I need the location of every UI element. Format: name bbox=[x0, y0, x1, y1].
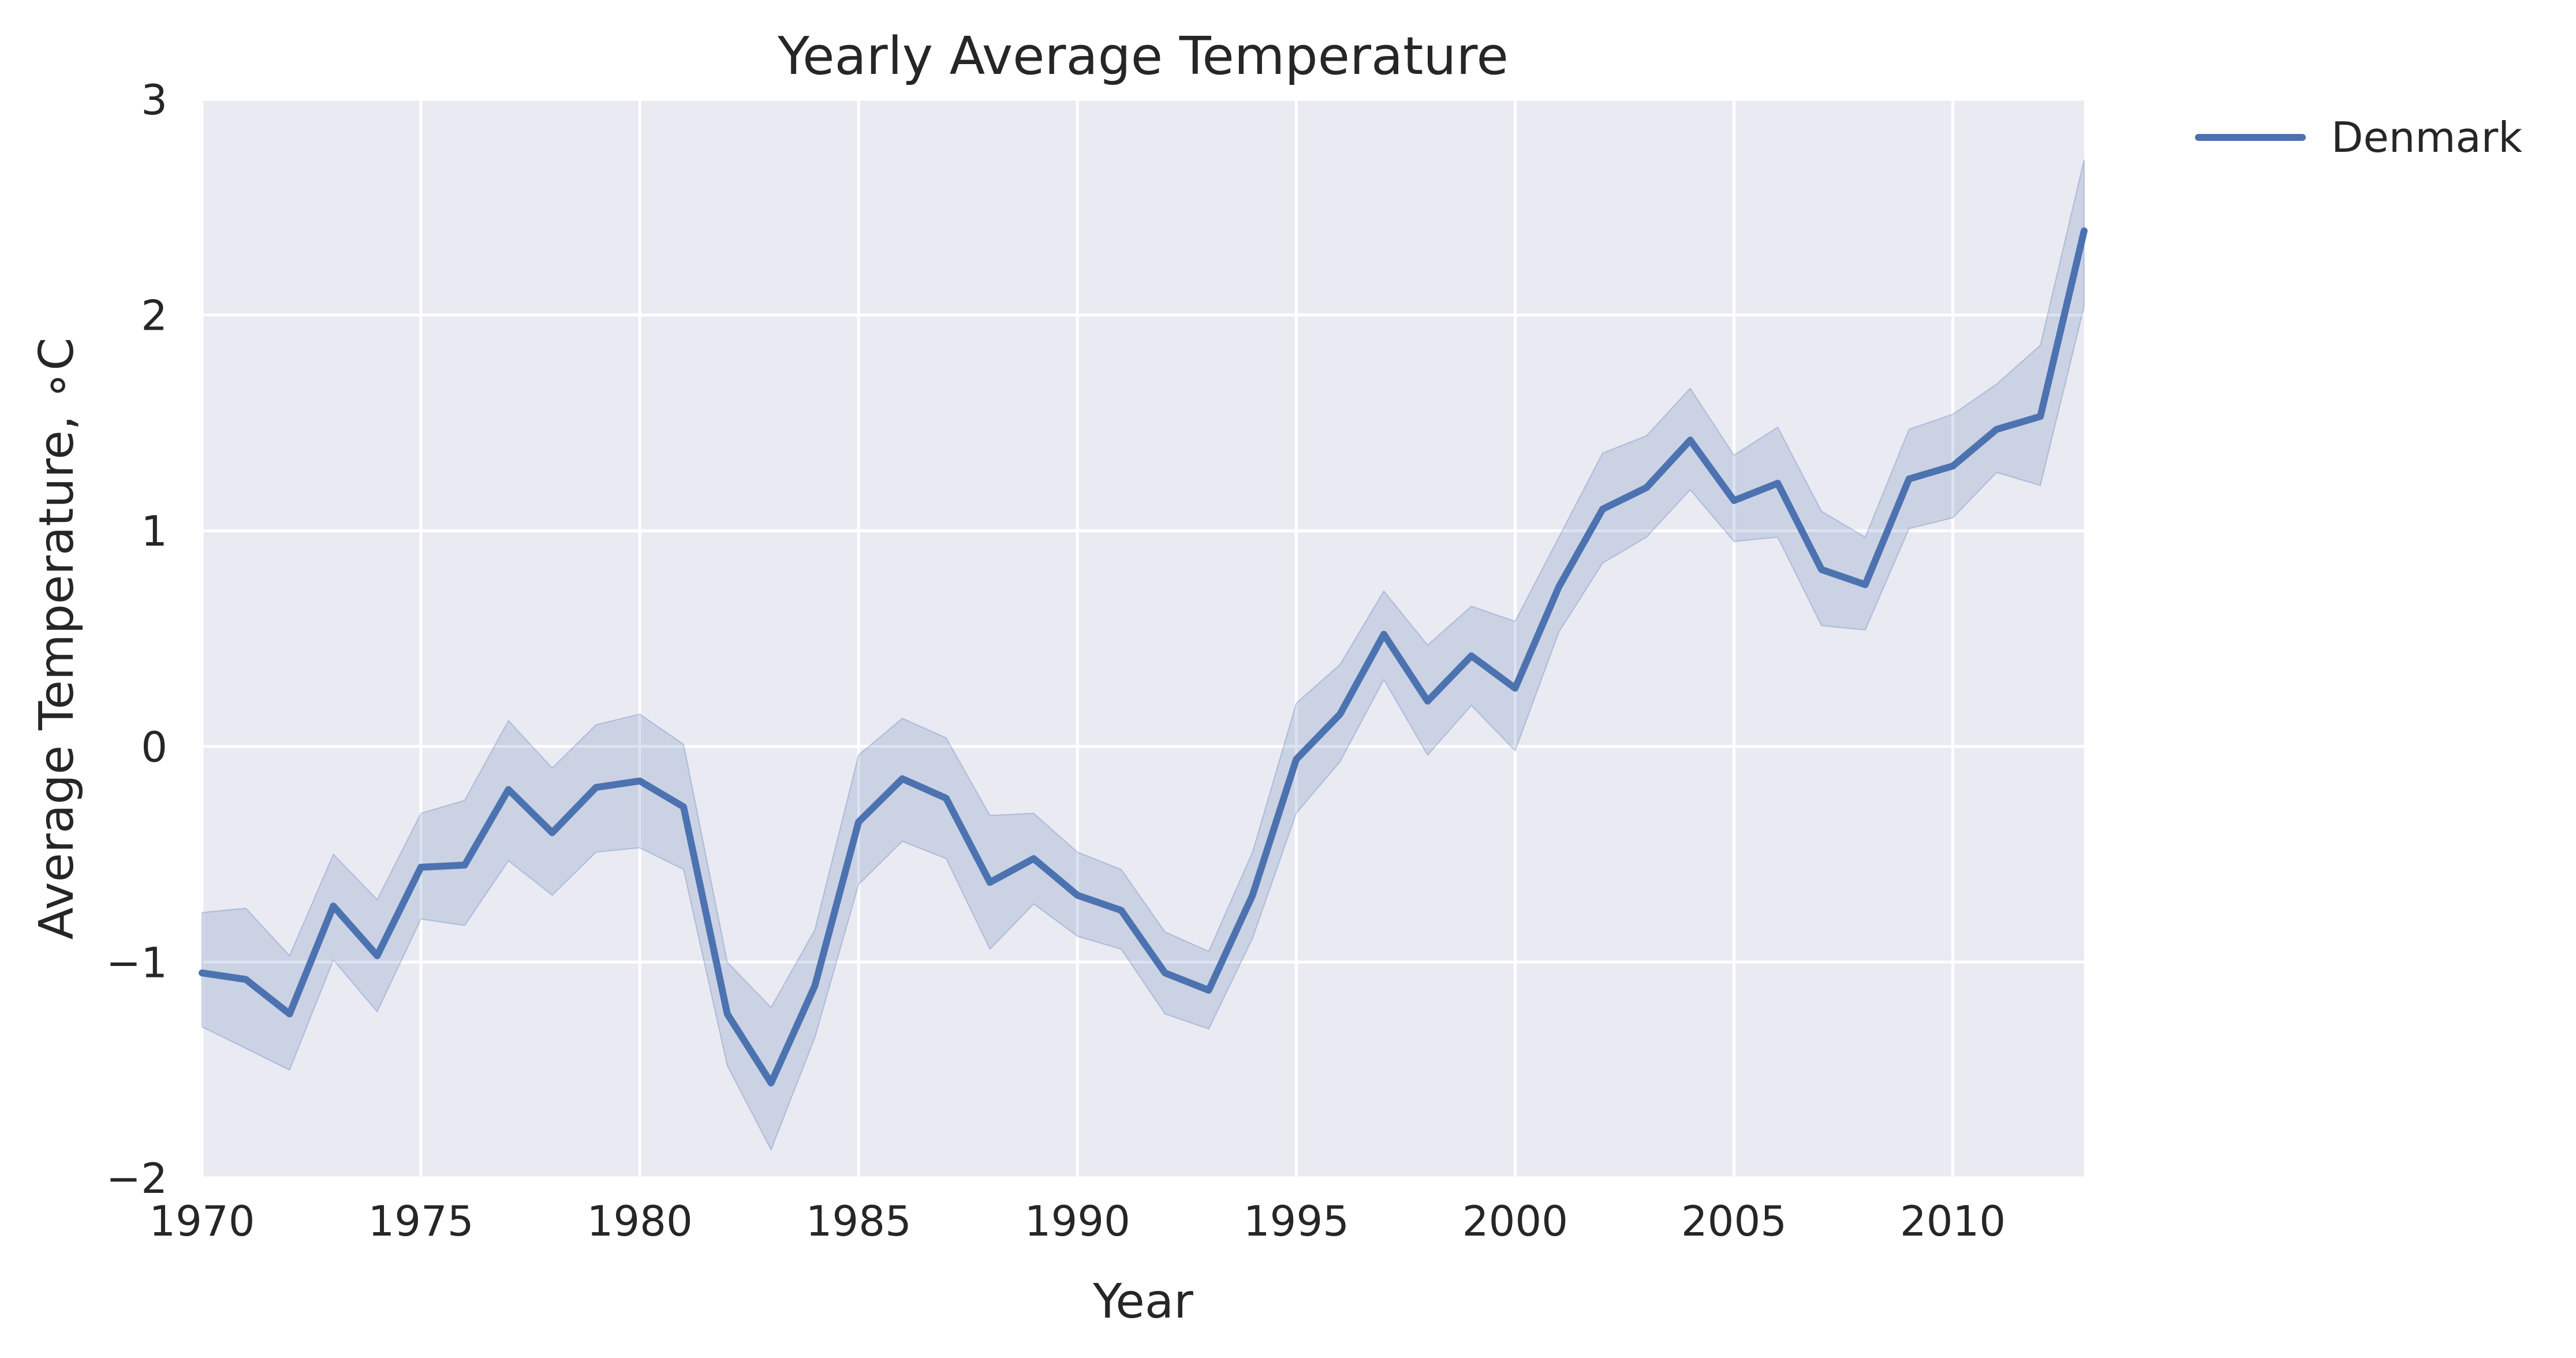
x-tick-label: 1970 bbox=[149, 1197, 255, 1245]
legend: Denmark bbox=[2195, 113, 2522, 162]
y-tick-label: 3 bbox=[141, 76, 167, 124]
y-axis-label: Average Temperature, ∘C bbox=[29, 338, 84, 940]
series-line bbox=[199, 227, 2088, 1087]
y-tick-label: −1 bbox=[106, 938, 167, 987]
series-lines bbox=[199, 227, 2088, 1087]
chart-title: Yearly Average Temperature bbox=[777, 26, 1509, 87]
confidence-bands bbox=[201, 159, 2085, 1151]
plot-area bbox=[202, 99, 2084, 1178]
grid bbox=[200, 98, 2084, 1180]
x-ticks: 1970 1975 1980 1985 1990 1995 2000 2005 2010 bbox=[149, 1197, 2006, 1245]
confidence-band bbox=[201, 159, 2085, 1151]
x-tick-label: 2010 bbox=[1900, 1197, 2006, 1245]
x-axis-label: Year bbox=[1092, 1274, 1193, 1329]
legend-label-denmark: Denmark bbox=[2331, 113, 2522, 162]
y-tick-label: −2 bbox=[106, 1154, 167, 1203]
y-tick-label: 0 bbox=[141, 723, 167, 771]
y-ticks: −2 −1 0 1 2 3 bbox=[106, 76, 167, 1203]
x-tick-label: 2000 bbox=[1462, 1197, 1568, 1245]
x-tick-label: 1995 bbox=[1244, 1197, 1349, 1245]
y-tick-label: 2 bbox=[141, 292, 167, 340]
x-tick-label: 2005 bbox=[1681, 1197, 1787, 1245]
x-tick-label: 1980 bbox=[587, 1197, 693, 1245]
y-tick-label: 1 bbox=[141, 507, 167, 555]
x-tick-label: 1990 bbox=[1025, 1197, 1130, 1245]
x-tick-label: 1985 bbox=[806, 1197, 912, 1245]
x-tick-label: 1975 bbox=[368, 1197, 473, 1245]
